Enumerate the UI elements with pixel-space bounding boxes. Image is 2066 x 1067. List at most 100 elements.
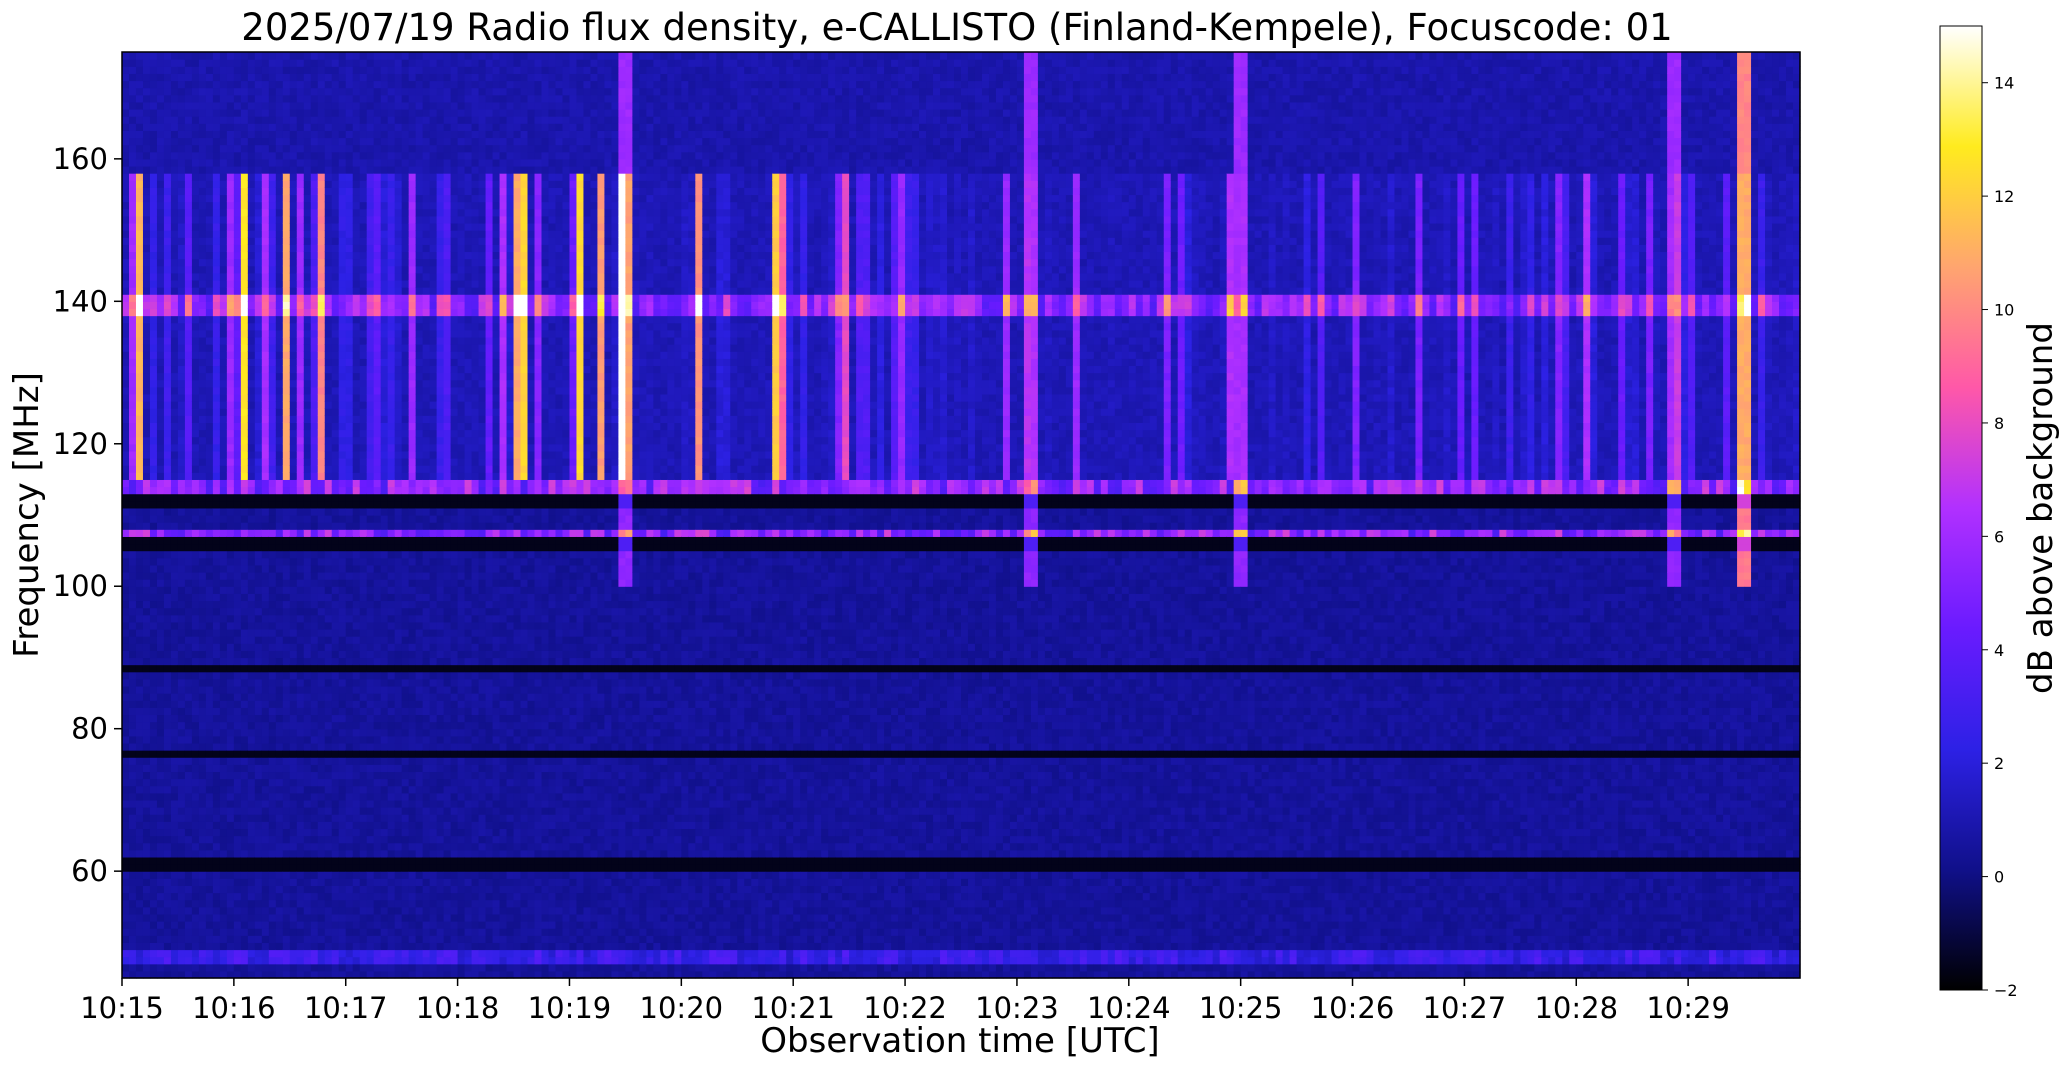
heatmap-cell <box>303 251 312 260</box>
heatmap-cell <box>324 628 333 637</box>
heatmap-cell <box>373 628 382 637</box>
heatmap-cell <box>177 73 186 82</box>
heatmap-cell <box>345 728 354 737</box>
heatmap-cell <box>142 657 151 666</box>
heatmap-cell <box>247 386 256 395</box>
heatmap-cell <box>366 742 375 751</box>
heatmap-cell <box>352 450 361 459</box>
heatmap-cell <box>282 429 291 438</box>
heatmap-cell <box>122 750 130 758</box>
heatmap-cell <box>317 700 326 708</box>
heatmap-cell <box>289 821 298 830</box>
heatmap-cell <box>226 814 235 822</box>
heatmap-cell <box>219 785 228 794</box>
heatmap-cell <box>366 59 375 67</box>
heatmap-cell <box>366 557 375 566</box>
heatmap-cell <box>163 329 172 338</box>
heatmap-cell <box>317 194 326 203</box>
heatmap-cell <box>247 543 256 552</box>
heatmap-cell <box>275 778 284 787</box>
heatmap-cell <box>380 315 389 324</box>
heatmap-cell <box>366 657 375 666</box>
heatmap-cell <box>184 358 193 367</box>
heatmap-cell <box>303 529 312 537</box>
heatmap-cell <box>373 294 382 302</box>
heatmap-cell <box>184 771 193 780</box>
heatmap-cell <box>135 949 144 958</box>
heatmap-cell <box>331 764 340 773</box>
heatmap-cell <box>275 336 284 345</box>
heatmap-cell <box>240 735 249 744</box>
heatmap-cell <box>205 258 214 267</box>
heatmap-cell <box>317 543 326 552</box>
heatmap-cell <box>324 586 333 594</box>
heatmap-cell <box>331 586 340 594</box>
heatmap-cell <box>205 251 214 260</box>
heatmap-cell <box>240 849 249 858</box>
heatmap-cell <box>247 956 256 965</box>
heatmap-cell <box>373 750 382 758</box>
heatmap-cell <box>149 807 158 815</box>
heatmap-cell <box>352 913 361 922</box>
heatmap-cell <box>149 963 158 972</box>
heatmap-cell <box>289 628 298 637</box>
heatmap-cell <box>324 878 333 886</box>
heatmap-cell <box>261 465 270 473</box>
heatmap-cell <box>289 685 298 694</box>
heatmap-cell <box>233 564 242 573</box>
heatmap-cell <box>282 87 291 96</box>
heatmap-cell <box>170 130 179 139</box>
heatmap-cell <box>240 750 249 758</box>
heatmap-cell <box>268 921 277 929</box>
heatmap-cell <box>359 678 368 687</box>
heatmap-cell <box>289 586 298 594</box>
heatmap-cell <box>324 935 333 943</box>
heatmap-cell <box>254 208 263 217</box>
heatmap-cell <box>331 728 340 737</box>
heatmap-cell <box>177 963 186 972</box>
heatmap-cell <box>331 108 340 117</box>
heatmap-cell <box>331 921 340 929</box>
heatmap-cell <box>128 885 137 894</box>
heatmap-cell <box>177 529 186 537</box>
heatmap-cell <box>191 379 200 388</box>
heatmap-cell <box>163 301 172 310</box>
heatmap-cell <box>205 807 214 815</box>
heatmap-cell <box>268 643 277 651</box>
heatmap-cell <box>324 415 333 423</box>
heatmap-cell <box>219 322 228 331</box>
heatmap-cell <box>254 123 263 131</box>
heatmap-cell <box>205 308 214 317</box>
heatmap-cell <box>184 764 193 773</box>
heatmap-cell <box>366 165 375 174</box>
heatmap-cell <box>289 308 298 317</box>
heatmap-cell <box>219 408 228 416</box>
heatmap-cell <box>247 678 256 687</box>
heatmap-cell <box>226 244 235 253</box>
heatmap-cell <box>261 258 270 267</box>
heatmap-cell <box>296 828 305 837</box>
heatmap-cell <box>219 621 228 630</box>
heatmap-cell <box>331 415 340 423</box>
heatmap-cell <box>303 557 312 566</box>
heatmap-cell <box>352 735 361 744</box>
heatmap-cell <box>352 671 361 680</box>
heatmap-cell <box>303 586 312 594</box>
heatmap-cell <box>233 643 242 651</box>
heatmap-cell <box>128 643 137 651</box>
heatmap-cell <box>275 671 284 680</box>
heatmap-cell <box>380 87 389 96</box>
heatmap-cell <box>310 165 319 174</box>
heatmap-cell <box>254 358 263 367</box>
heatmap-cell <box>170 785 179 794</box>
heatmap-cell <box>338 479 347 488</box>
heatmap-cell <box>212 728 221 737</box>
heatmap-cell <box>240 621 249 630</box>
heatmap-cell <box>275 80 284 89</box>
heatmap-cell <box>240 557 249 566</box>
heatmap-cell <box>128 728 137 737</box>
heatmap-cell <box>289 450 298 459</box>
heatmap-cell <box>142 949 151 958</box>
heatmap-cell <box>212 108 221 117</box>
heatmap-cell <box>352 187 361 196</box>
